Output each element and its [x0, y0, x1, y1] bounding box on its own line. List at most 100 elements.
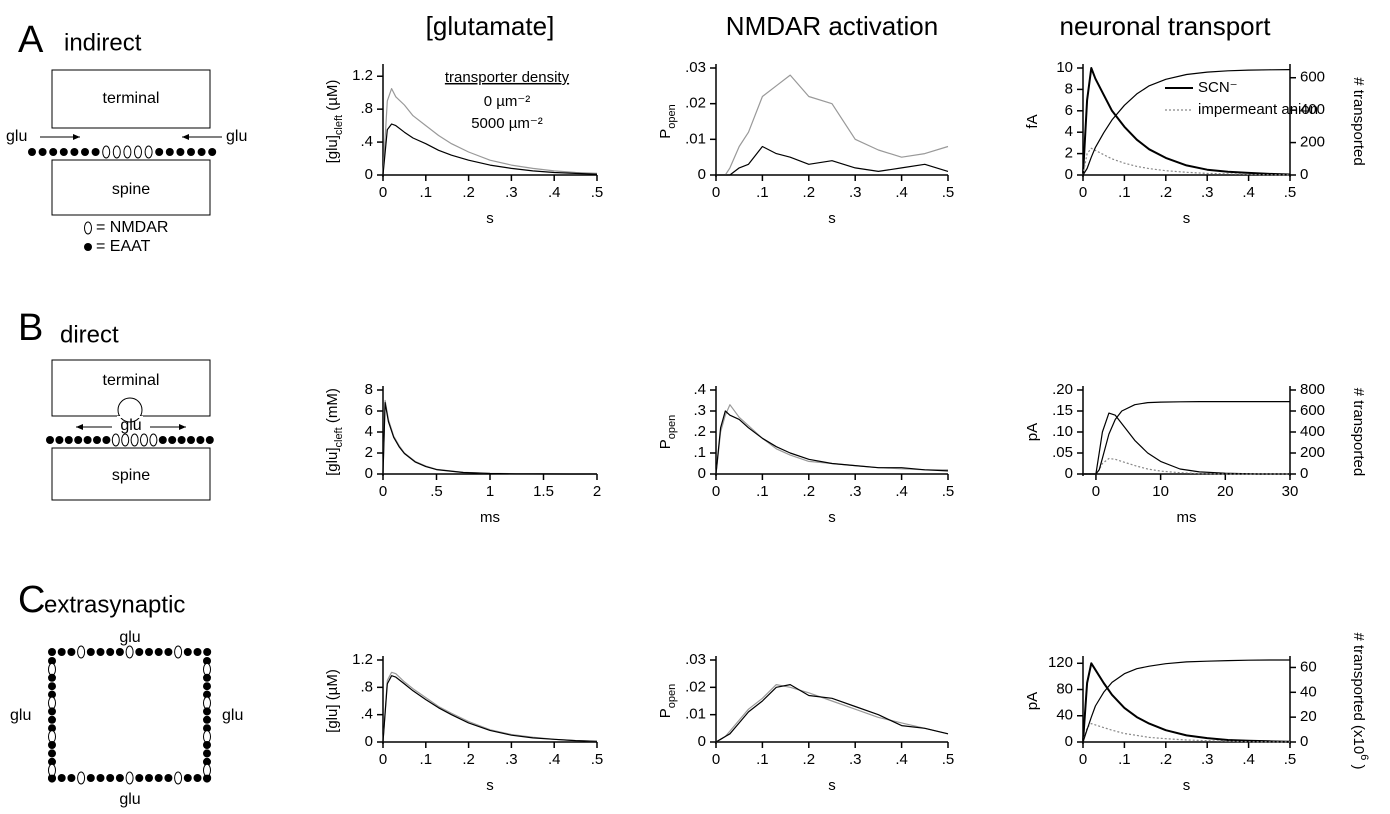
eaat [106, 648, 115, 656]
y-tick-label: .4 [360, 706, 373, 723]
spine-box [51, 447, 211, 501]
series-line [1082, 662, 1291, 743]
box-label: spine [112, 181, 150, 198]
label-part: [glu] [324, 447, 341, 475]
eaat [48, 690, 56, 699]
arrow-head [179, 424, 186, 430]
series-line [1083, 401, 1290, 475]
y-tick-label: 6 [1065, 102, 1073, 119]
eaat [48, 757, 56, 766]
legend-entry: 0 µm⁻² [484, 93, 531, 110]
x-tick-label: .2 [462, 184, 475, 201]
x-tick-label: 0 [379, 751, 387, 768]
legend-entry: SCN⁻ [1198, 79, 1238, 96]
flow-label: glu [119, 629, 140, 646]
y-tick-label: 1.2 [352, 67, 373, 84]
nmdar [174, 771, 183, 785]
nmdar [123, 145, 132, 159]
x-tick-label: .3 [1201, 184, 1214, 201]
legend-entry: impermeant anion [1198, 101, 1318, 118]
eaat [67, 774, 76, 782]
axis-label: s [828, 509, 836, 526]
eaat [48, 749, 56, 758]
eaat [28, 148, 36, 156]
y-tick-label: 0 [698, 733, 706, 750]
axis-label: s [1183, 777, 1191, 794]
axis-label: s [486, 210, 494, 227]
y-tick-label: 4 [365, 423, 373, 440]
y-tick-label: .3 [693, 402, 706, 419]
y-tick-label: .4 [360, 133, 373, 150]
eaat [48, 648, 56, 656]
eaat [64, 436, 73, 444]
eaat [59, 148, 68, 156]
nmdar [121, 433, 130, 447]
x-tick-label: 0 [712, 751, 720, 768]
x-tick-label: .1 [756, 751, 769, 768]
eaat [48, 707, 56, 716]
eaat [208, 148, 217, 156]
eaat [70, 148, 79, 156]
axis-label: # transported [1350, 77, 1367, 165]
eaat [196, 436, 205, 444]
y-tick-label: 4 [1065, 123, 1073, 140]
x-tick-label: 0 [379, 483, 387, 500]
x-tick-label: .2 [1160, 184, 1173, 201]
flow-label: glu [6, 128, 27, 145]
nmdar [77, 645, 86, 659]
x-tick-label: 30 [1282, 483, 1299, 500]
eaat [193, 648, 202, 656]
y-tick-label: 8 [365, 381, 373, 398]
y-tick-label: 0 [1065, 166, 1073, 183]
x-tick-label: .2 [803, 751, 816, 768]
axis-label: [glu]cleft (mM) [324, 388, 345, 476]
eaat [203, 690, 211, 699]
series-line [1082, 69, 1291, 176]
eaat [96, 648, 105, 656]
terminal-box [51, 69, 211, 129]
eaat [74, 436, 83, 444]
nmdar [48, 763, 56, 777]
arrow-head [73, 134, 80, 140]
eaat [57, 774, 66, 782]
eaat [183, 774, 192, 782]
y2-tick-label: 40 [1300, 683, 1317, 700]
eaat [203, 673, 211, 682]
x-tick-label: 20 [1217, 483, 1234, 500]
y-tick-label: 2 [365, 444, 373, 461]
eaat [96, 774, 105, 782]
axis-label: # transported [1350, 388, 1367, 476]
flow-label: glu [119, 791, 140, 808]
nmdar [130, 433, 139, 447]
y2-tick-label: 200 [1300, 134, 1325, 151]
x-tick-label: .2 [803, 184, 816, 201]
label-part: (µM) [324, 80, 341, 115]
axis-label: # transported (x106 ) [1350, 632, 1370, 769]
series-line [382, 675, 598, 743]
eaat [49, 148, 58, 156]
x-tick-label: 0 [1079, 751, 1087, 768]
eaat [155, 148, 164, 156]
x-tick-label: 0 [379, 184, 387, 201]
y-tick-label: 0 [365, 166, 373, 183]
nmdar [77, 771, 86, 785]
nmdar [149, 433, 158, 447]
label-part: ) [1350, 760, 1367, 769]
eaat [203, 741, 211, 749]
x-tick-label: 0 [712, 184, 720, 201]
nmdar [203, 763, 211, 777]
eaat [48, 682, 56, 691]
y-tick-label: .05 [1052, 444, 1073, 461]
y2-tick-label: 400 [1300, 423, 1325, 440]
y-tick-label: .02 [685, 678, 706, 695]
eaat [67, 648, 76, 656]
legend-entry: 5000 µm⁻² [471, 115, 543, 132]
eaat [177, 436, 186, 444]
spine-box [51, 159, 211, 216]
x-tick-label: .4 [895, 751, 908, 768]
y-tick-label: .8 [360, 678, 373, 695]
arrow-head [182, 134, 189, 140]
nmdar [174, 645, 183, 659]
nmdar [140, 433, 148, 447]
arrow-head [76, 424, 83, 430]
